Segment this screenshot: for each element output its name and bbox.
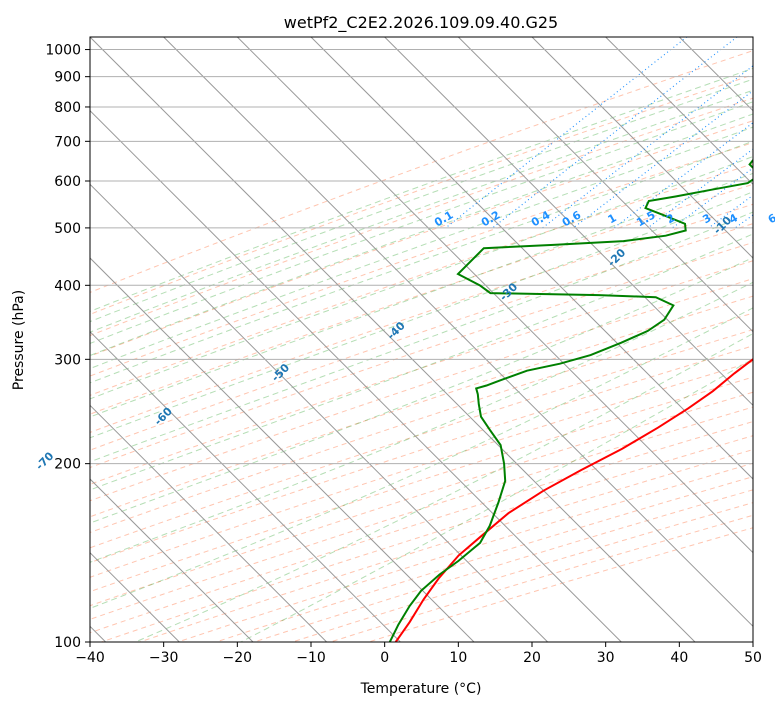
dry-adiabat bbox=[90, 329, 753, 549]
isotherm bbox=[90, 183, 549, 642]
mixing-ratio-label: 6 bbox=[766, 211, 775, 226]
isotherm bbox=[90, 109, 622, 642]
x-tick-label: 40 bbox=[670, 650, 688, 666]
y-tick-label: 100 bbox=[54, 635, 81, 651]
x-tick-label: −10 bbox=[296, 650, 326, 666]
plot-background bbox=[90, 37, 753, 642]
chart-title: wetPf2_C2E2.2026.109.09.40.G25 bbox=[284, 13, 558, 33]
moist-adiabat bbox=[90, 67, 753, 312]
y-tick-label: 400 bbox=[54, 278, 81, 294]
moist-adiabat bbox=[90, 126, 753, 370]
dry-adiabat bbox=[177, 462, 753, 642]
y-tick-label: 900 bbox=[54, 70, 81, 86]
moist-adiabat bbox=[90, 113, 753, 357]
y-tick-label: 700 bbox=[54, 134, 81, 150]
x-tick-label: −20 bbox=[223, 650, 253, 666]
moist-adiabat bbox=[90, 78, 753, 323]
isotherm bbox=[531, 37, 753, 259]
isotherm bbox=[605, 37, 753, 186]
isotherm bbox=[752, 37, 753, 38]
x-tick-label: 50 bbox=[744, 650, 762, 666]
dry-adiabat bbox=[330, 514, 753, 642]
dry-adiabat bbox=[254, 489, 753, 642]
isotherm bbox=[90, 330, 401, 642]
isotherm bbox=[90, 478, 254, 642]
mixing-ratio-line bbox=[613, 122, 753, 229]
dry-adiabat bbox=[90, 391, 753, 607]
dry-adiabat bbox=[90, 142, 753, 377]
sounding-lines bbox=[388, 158, 753, 642]
isotherm bbox=[163, 37, 753, 628]
moist-adiabat bbox=[90, 211, 753, 463]
y-tick-label: 1000 bbox=[45, 43, 81, 59]
x-tick-label: 0 bbox=[380, 650, 389, 666]
isotherm bbox=[384, 37, 753, 407]
moist-adiabat bbox=[240, 358, 753, 642]
x-tick-label: 30 bbox=[597, 650, 615, 666]
moist-adiabat bbox=[90, 233, 753, 491]
y-tick-label: 500 bbox=[54, 221, 81, 237]
moist-adiabat bbox=[90, 156, 753, 400]
dry-adiabat bbox=[90, 361, 753, 578]
isotherm bbox=[90, 404, 328, 642]
y-tick-label: 800 bbox=[54, 100, 81, 116]
dry-adiabat bbox=[90, 163, 753, 396]
dry-adiabat bbox=[90, 312, 753, 534]
y-tick-label: 200 bbox=[54, 457, 81, 473]
isotherm bbox=[310, 37, 753, 480]
isotherm bbox=[90, 37, 696, 642]
x-axis-label: Temperature (°C) bbox=[360, 681, 482, 697]
dry-adiabat bbox=[90, 97, 753, 337]
y-tick-label: 300 bbox=[54, 352, 81, 368]
temperature-line bbox=[394, 358, 753, 642]
mixing-ratio-line bbox=[445, 37, 688, 229]
pressure-gridlines bbox=[90, 49, 753, 642]
dry-adiabat bbox=[90, 223, 753, 451]
dry-adiabat bbox=[90, 421, 753, 634]
dry-adiabat bbox=[101, 435, 753, 642]
isotherm-label: -70 bbox=[33, 449, 56, 472]
y-tick-label: 600 bbox=[54, 174, 81, 190]
dewpoint-line bbox=[388, 158, 753, 642]
moist-adiabat bbox=[90, 257, 753, 524]
dry-adiabat bbox=[90, 241, 753, 469]
y-axis-ticks: 1000 900 800 700 600 500 400 300 200 100 bbox=[45, 43, 90, 651]
isotherm bbox=[90, 257, 475, 642]
mixing-ratio-line bbox=[542, 65, 753, 229]
dry-adiabat bbox=[90, 50, 753, 293]
background-lines bbox=[90, 37, 753, 642]
mixing-ratio-line bbox=[672, 167, 753, 229]
moist-adiabat bbox=[135, 332, 753, 642]
x-tick-label: −30 bbox=[149, 650, 179, 666]
isotherm bbox=[236, 37, 753, 554]
moist-adiabat bbox=[90, 281, 753, 563]
x-tick-label: −40 bbox=[75, 650, 105, 666]
plot-frame bbox=[89, 36, 754, 643]
x-axis-ticks: −40 −30 −20 −10 0 10 20 30 40 50 bbox=[75, 642, 762, 666]
y-axis-label: Pressure (hPa) bbox=[11, 290, 27, 390]
dry-adiabat bbox=[90, 74, 753, 315]
x-tick-label: 20 bbox=[523, 650, 541, 666]
isotherm bbox=[457, 37, 753, 333]
x-tick-label: 10 bbox=[449, 650, 467, 666]
